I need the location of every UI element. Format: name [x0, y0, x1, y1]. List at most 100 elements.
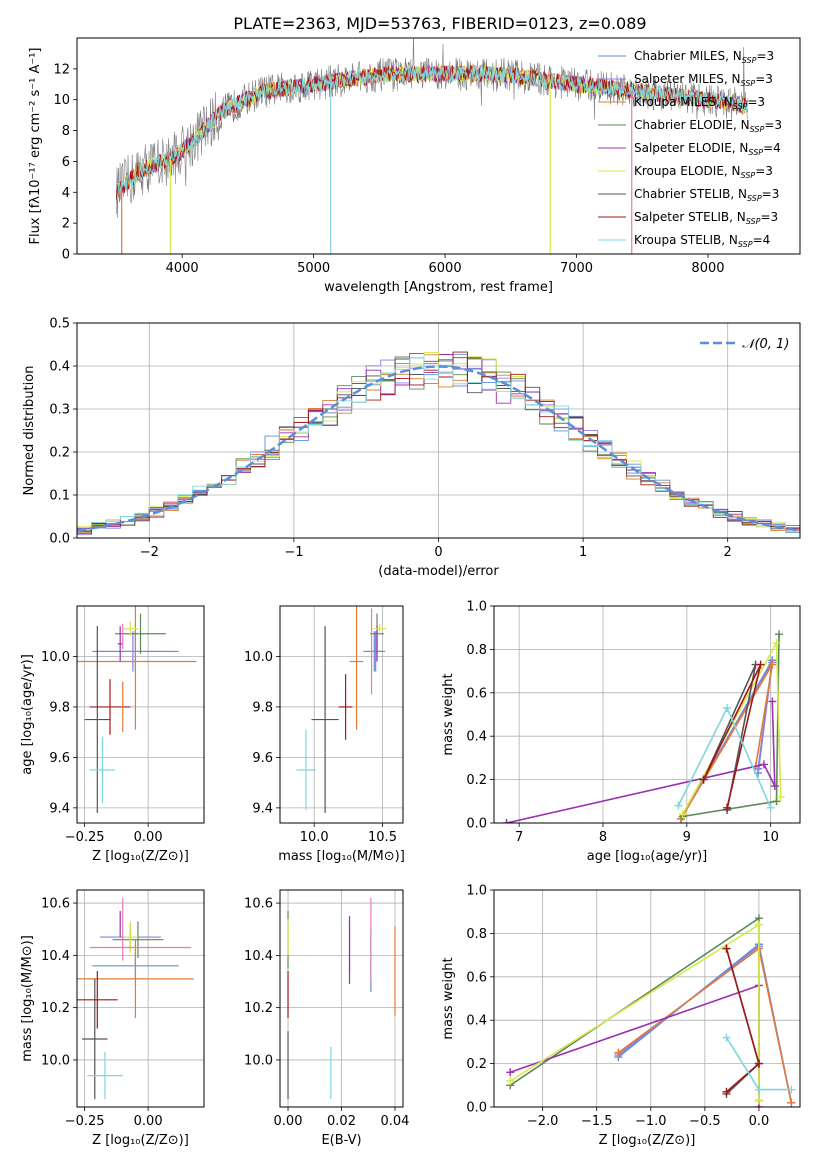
y-tick-label: 1.0 — [466, 884, 487, 899]
x-axis-label: Z [log₁₀(Z/Z⊙)] — [92, 1133, 189, 1148]
normal-curve — [77, 365, 800, 532]
x-tick-label: 0 — [434, 545, 442, 560]
y-tick-label: 0.1 — [49, 489, 70, 504]
y-tick-label: 0 — [62, 248, 70, 263]
y-axis-label: mass weight — [441, 673, 456, 755]
plot-area — [494, 606, 800, 823]
x-tick-label: 5000 — [297, 261, 330, 276]
y-tick-label: 0.8 — [466, 643, 487, 658]
legend-subscript: SSP — [741, 171, 756, 180]
weight-point-kroupa_elodie — [754, 1096, 763, 1105]
weight-point-salpeter_stelib — [699, 775, 708, 784]
figure-title: PLATE=2363, MJD=53763, FIBERID=0123, z=0… — [233, 14, 646, 33]
y-tick-label: 10 — [53, 93, 70, 108]
axes-weight_vs_Z: −2.0 −1.5 −1.0 −0.5 0.0 0.0 0.2 0.4 0.6 0.8 1.0 Z [… — [441, 884, 801, 1148]
y-tick-label: 10.0 — [41, 650, 70, 665]
y-tick-label: 9.8 — [49, 700, 70, 715]
x-tick-label: 2 — [724, 545, 732, 560]
axes-age_vs_mass: 10.0 10.5 9.4 9.6 9.8 10.0 mass [log₁₀(M/M⊙)] — [244, 605, 405, 864]
spectrum-model-kroupa_stelib — [116, 65, 748, 201]
y-tick-label: 10.2 — [244, 1001, 273, 1016]
weight-point-kroupa_elodie — [506, 1076, 515, 1085]
y-tick-label: 10.6 — [41, 897, 70, 912]
weight-point-salpeter_stelib — [754, 1059, 763, 1068]
weight-point-kroupa_miles — [768, 660, 777, 669]
y-tick-label: 10.0 — [244, 650, 273, 665]
y-axis-label: mass weight — [441, 957, 456, 1039]
y-tick-label: 2 — [62, 217, 70, 232]
x-tick-label: 8 — [599, 830, 607, 845]
legend-subscript: SSP — [750, 125, 765, 134]
x-tick-label: −0.25 — [65, 830, 105, 845]
axes-frame — [493, 605, 801, 824]
legend-subscript: SSP — [747, 194, 762, 203]
axes-frame — [76, 322, 801, 539]
weight-point-chabrier_elodie — [772, 797, 781, 806]
weight-line-salpeter_elodie — [506, 701, 776, 823]
x-axis-label: mass [log₁₀(M/M⊙)] — [278, 849, 405, 864]
y-tick-label: 0.0 — [466, 817, 487, 832]
y-tick-label: 0.4 — [466, 1014, 487, 1029]
legend-suffix: =4 — [753, 233, 771, 247]
x-tick-label: 10 — [762, 830, 779, 845]
x-tick-label: −2.0 — [527, 1114, 559, 1129]
y-tick-label: 10.2 — [41, 1001, 70, 1016]
x-tick-label: 0.00 — [274, 1114, 303, 1129]
y-tick-label: 0.0 — [49, 532, 70, 547]
y-tick-label: 6 — [62, 155, 70, 170]
y-tick-label: 10.6 — [244, 897, 273, 912]
axes-mass_vs_ebv: 0.00 0.02 0.04 10.0 10.2 10.4 10.6 E(B-V) — [244, 889, 410, 1148]
axes-frame — [493, 889, 801, 1108]
plot-area — [115, 38, 748, 254]
y-tick-label: 0.3 — [49, 403, 70, 418]
y-tick-label: 0.2 — [466, 773, 487, 788]
y-tick-label: 0.0 — [466, 1101, 487, 1116]
weight-point-kroupa_miles — [787, 1098, 796, 1107]
weight-point-kroupa_elodie — [678, 810, 687, 819]
weight-point-salpeter_elodie — [768, 697, 777, 706]
legend-suffix: =3 — [755, 72, 773, 86]
y-tick-label: 10.0 — [244, 1053, 273, 1068]
legend-label-kroupa_elodie: Kroupa ELODIE, NSSP=3 — [634, 164, 773, 180]
y-tick-label: 0.2 — [466, 1057, 487, 1072]
legend-suffix: =3 — [760, 210, 778, 224]
weight-point-kroupa_stelib — [766, 803, 775, 812]
weight-point-salpeter_stelib — [722, 944, 731, 953]
y-tick-label: 9.6 — [252, 751, 273, 766]
legend-subscript: SSP — [738, 240, 753, 249]
y-tick-label: 9.4 — [252, 801, 273, 816]
plot-area — [280, 606, 403, 823]
legend-label-chabrier_miles: Chabrier MILES, NSSP=3 — [634, 49, 774, 65]
legend-label-kroupa_miles: Kroupa MILES, NSSP=3 — [634, 95, 765, 111]
y-tick-label: 8 — [62, 124, 70, 139]
hist-kroupa_stelib — [77, 357, 800, 534]
legend-label-chabrier_stelib: Chabrier STELIB, NSSP=3 — [634, 187, 779, 203]
weight-point-salpeter_stelib — [756, 660, 765, 669]
x-tick-label: −1.0 — [635, 1114, 667, 1129]
axes-frame — [279, 605, 404, 824]
weight-point-kroupa_elodie — [776, 792, 785, 801]
weight-point-salpeter_elodie — [759, 760, 768, 769]
weight-point-salpeter_elodie — [506, 1068, 515, 1077]
x-tick-label: 0.04 — [381, 1114, 410, 1129]
y-tick-label: 0.6 — [466, 686, 487, 701]
x-tick-label: 0.00 — [134, 830, 163, 845]
weight-point-kroupa_stelib — [674, 801, 683, 810]
axes-age_vs_Z: −0.25 0.00 9.4 9.6 9.8 10.0 Z [log₁₀(Z/Z⊙)] age… — [20, 605, 205, 864]
plot-area — [77, 323, 800, 538]
x-tick-label: 7 — [515, 830, 523, 845]
y-tick-label: 4 — [62, 186, 70, 201]
axes-frame — [76, 889, 205, 1108]
y-tick-label: 0.4 — [49, 360, 70, 375]
legend-suffix: =3 — [764, 118, 782, 132]
x-tick-label: −1 — [284, 545, 303, 560]
weight-point-kroupa_elodie — [754, 920, 763, 929]
x-axis-label: E(B-V) — [321, 1133, 361, 1148]
x-axis-label: age [log₁₀(age/yr)] — [587, 849, 708, 864]
x-tick-label: 6000 — [429, 261, 462, 276]
weight-point-salpeter_elodie — [502, 819, 511, 823]
legend-label-salpeter_miles: Salpeter MILES, NSSP=3 — [634, 72, 773, 88]
hist-chabrier_stelib — [77, 357, 800, 534]
y-tick-label: 10.4 — [41, 949, 70, 964]
legend-subscript: SSP — [741, 79, 756, 88]
